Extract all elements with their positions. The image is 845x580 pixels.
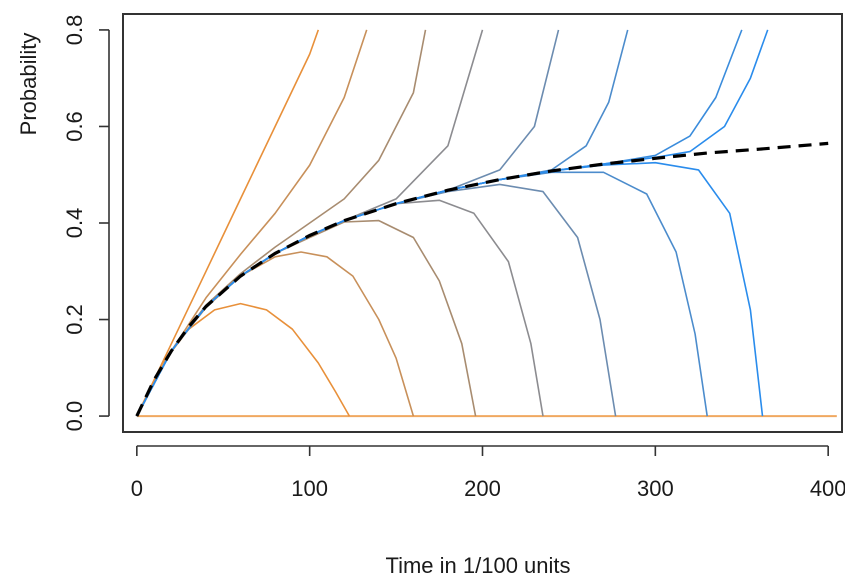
series-layer [135, 29, 837, 418]
y-tick-label: 0.2 [62, 304, 87, 335]
limit-curve-dashed [135, 141, 829, 417]
rising-series-line-8 [136, 29, 769, 417]
x-tick-label: 200 [464, 476, 501, 501]
y-axis-title: Probability [16, 33, 41, 136]
y-tick-label: 0.0 [62, 401, 87, 432]
falling-series-line-1 [136, 302, 351, 417]
y-tick-label: 0.6 [62, 111, 87, 142]
y-axis: 0.0 0.2 0.4 0.6 0.8 [62, 15, 110, 432]
falling-series-line-5 [136, 183, 617, 417]
rising-series-line-7 [136, 29, 743, 417]
x-axis-title: Time in 1/100 units [385, 553, 570, 578]
y-tick-label: 0.4 [62, 208, 87, 239]
plot-frame [122, 13, 843, 433]
falling-series-line-3 [136, 219, 477, 417]
falling-series-line-7 [136, 161, 764, 417]
y-tick-label: 0.8 [62, 15, 87, 46]
falling-series-line-4 [136, 199, 544, 417]
x-tick-label: 400 [810, 476, 845, 501]
x-tick-label: 100 [291, 476, 328, 501]
rising-series-line-2 [136, 29, 368, 417]
falling-series-line-2 [136, 251, 415, 417]
x-tick-label: 0 [131, 476, 143, 501]
x-tick-label: 300 [637, 476, 674, 501]
rising-series-line-1 [136, 29, 320, 417]
x-axis: 0 100 200 300 400 [131, 445, 845, 501]
